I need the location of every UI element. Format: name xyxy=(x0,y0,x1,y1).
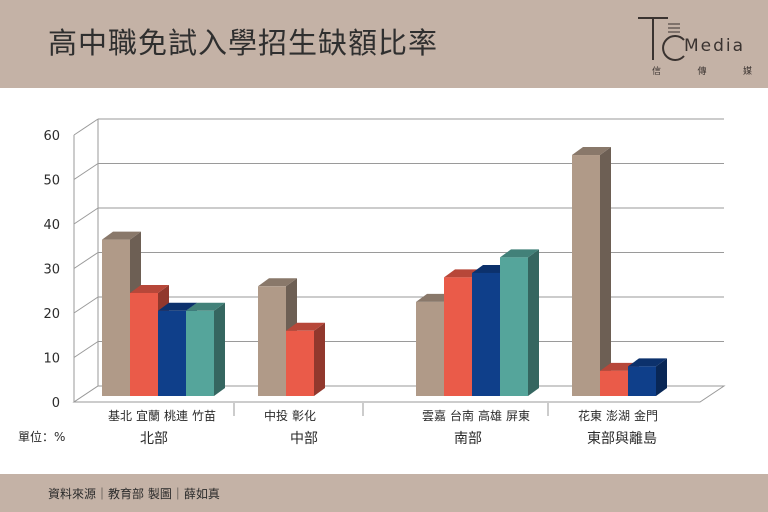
bar xyxy=(416,301,444,396)
x-tick-label: 澎湖 xyxy=(606,408,630,423)
bar xyxy=(472,272,500,396)
bar-side xyxy=(214,302,225,396)
bar xyxy=(186,310,214,396)
grid-depth-line xyxy=(73,296,99,314)
group-label: 東部與離島 xyxy=(587,430,657,447)
bar xyxy=(628,366,656,396)
bar-top xyxy=(186,302,225,311)
header-bar: 高中職免試入學招生缺額比率 Media 信 傳 媒 xyxy=(0,0,768,88)
x-tick-label: 基北 xyxy=(108,409,132,423)
page-title: 高中職免試入學招生缺額比率 xyxy=(48,26,439,60)
source-credit: 資料來源｜教育部 製圖｜薛如真 xyxy=(48,487,220,501)
footer-bar: 資料來源｜教育部 製圖｜薛如真 xyxy=(0,474,768,512)
x-tick-label: 金門 xyxy=(634,408,658,423)
x-tick-label: 屏東 xyxy=(506,409,530,423)
x-tick-label: 桃連 xyxy=(164,408,188,423)
bar xyxy=(500,257,528,396)
bar xyxy=(600,370,628,396)
logo-sub-char: 媒 xyxy=(742,67,752,77)
x-tick-label: 竹苗 xyxy=(192,409,216,423)
y-tick-label: 60 xyxy=(43,129,60,144)
logo-mark-icon xyxy=(638,17,685,61)
x-tick-label: 台南 xyxy=(450,408,474,423)
bar-side xyxy=(528,249,539,396)
bar xyxy=(444,277,472,396)
bar xyxy=(130,292,158,396)
logo-sub-char: 傳 xyxy=(697,67,707,77)
grid-depth-line xyxy=(73,118,99,136)
bar xyxy=(286,330,314,396)
group-label: 南部 xyxy=(454,431,482,447)
bar-top xyxy=(286,322,325,331)
bar-top xyxy=(158,302,197,311)
y-tick-label: 50 xyxy=(43,174,60,189)
bar xyxy=(572,155,600,396)
x-tick-label: 高雄 xyxy=(478,408,502,423)
bar-top xyxy=(628,358,667,367)
logo-wordmark: Media xyxy=(684,36,746,56)
x-tick-label: 中投 xyxy=(264,408,288,423)
bar-side xyxy=(314,322,325,396)
y-tick-label: 40 xyxy=(43,218,60,233)
bar-top xyxy=(102,231,141,240)
group-label: 北部 xyxy=(140,431,168,447)
logo-subtitle: 信 傳 媒 xyxy=(652,64,752,77)
chart-floor xyxy=(72,385,726,403)
x-tick-label: 彰化 xyxy=(292,408,316,423)
y-tick-label: 30 xyxy=(43,263,60,278)
y-tick-label: 0 xyxy=(52,396,60,411)
bar xyxy=(258,286,286,396)
bar-side xyxy=(600,147,611,396)
bar xyxy=(158,310,186,396)
brand-logo: Media 信 傳 媒 xyxy=(628,10,758,82)
bar-top xyxy=(258,278,297,287)
y-tick-label: 20 xyxy=(43,307,60,322)
bar-top xyxy=(130,284,169,293)
bar-top xyxy=(500,249,539,258)
grid-depth-line xyxy=(73,341,99,358)
x-tick-label: 花東 xyxy=(578,408,602,423)
x-tick-label: 雲嘉 xyxy=(422,409,446,423)
x-tick-label: 宜蘭 xyxy=(136,408,160,423)
bar-top xyxy=(572,147,611,156)
group-label: 中部 xyxy=(290,431,318,447)
unit-label: 單位：% xyxy=(18,430,66,444)
logo-sub-char: 信 xyxy=(652,67,662,77)
bar-side xyxy=(656,358,667,396)
bar xyxy=(102,239,130,396)
grid-depth-line xyxy=(73,252,99,269)
y-tick-label: 10 xyxy=(43,352,60,367)
grid-depth-line xyxy=(73,207,99,225)
grid-depth-line xyxy=(73,163,99,180)
